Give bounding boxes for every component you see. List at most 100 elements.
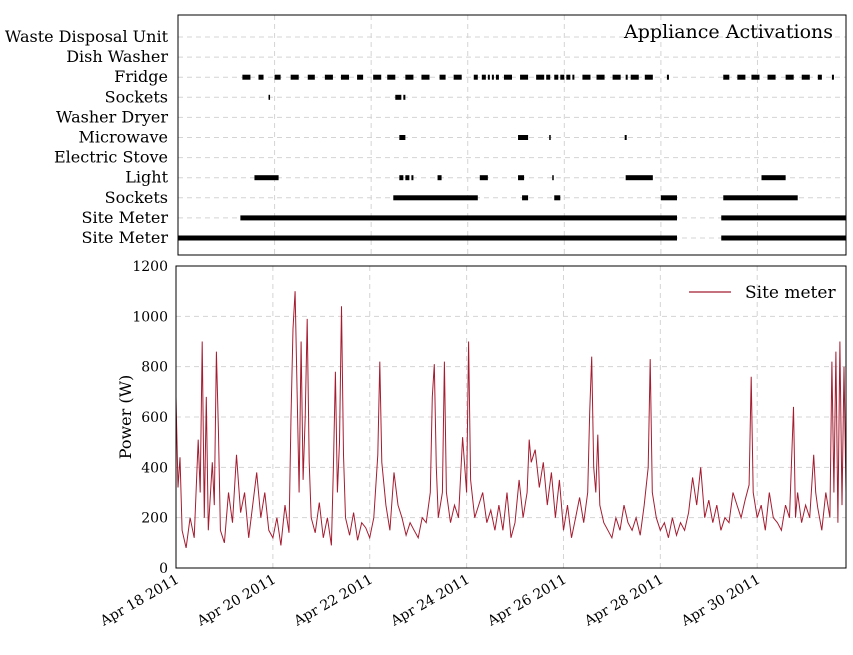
bottom-grid — [175, 266, 846, 568]
activation-bar — [761, 175, 786, 181]
activation-bar — [405, 175, 410, 181]
y-tick-label: 400 — [141, 460, 168, 476]
x-tick-label: Apr 24 2011 — [387, 572, 472, 630]
activation-bar — [437, 175, 442, 181]
activation-bar — [324, 74, 333, 80]
activation-bar — [274, 74, 281, 80]
x-tick-label: Apr 30 2011 — [678, 572, 763, 630]
x-tick-label: Apr 28 2011 — [581, 572, 666, 630]
top-plot-title: Appliance Activations — [623, 21, 833, 43]
activation-bar — [554, 74, 559, 80]
activation-bar — [666, 74, 669, 80]
x-tick-label: Apr 18 2011 — [97, 572, 182, 630]
bottom-plot-frame — [175, 265, 847, 569]
legend-entry-site-meter: Site meter — [745, 283, 836, 303]
activation-bar — [625, 175, 653, 181]
activation-bar — [625, 74, 628, 80]
activation-bar — [801, 74, 810, 80]
activation-bar — [481, 74, 486, 80]
activation-bar — [721, 215, 846, 221]
activation-bar — [582, 74, 591, 80]
activation-bar — [254, 175, 279, 181]
power-panel: 0 200 400 600 800 1000 1200 Apr 18 2011 Apr 20 … — [97, 259, 847, 630]
activation-bar — [612, 74, 621, 80]
activation-bar — [723, 74, 730, 80]
legend: Site meter — [689, 283, 836, 303]
activation-bar — [495, 74, 499, 80]
activation-bar — [630, 74, 639, 80]
appliance-label: Waste Disposal Unit — [5, 27, 169, 46]
activation-bars — [178, 74, 846, 241]
y-tick-label: 600 — [141, 410, 168, 426]
activation-bar — [491, 74, 494, 80]
activation-bar — [552, 175, 554, 181]
appliance-label: Microwave — [79, 128, 168, 147]
activation-bar — [487, 74, 490, 80]
y-tick-label: 800 — [141, 360, 168, 376]
appliance-label: Sockets — [105, 188, 168, 207]
activation-bar — [785, 74, 794, 80]
activation-bar — [566, 74, 571, 80]
activation-bar — [399, 175, 404, 181]
activation-bar — [737, 74, 746, 80]
activation-bar — [258, 74, 264, 80]
activation-bar — [403, 94, 406, 100]
activation-bar — [520, 74, 529, 80]
y-tick-label: 200 — [141, 511, 168, 527]
y-tick-label: 1000 — [132, 309, 168, 325]
activation-bar — [723, 195, 798, 201]
activation-bar — [242, 74, 251, 80]
y-tick-label: 1200 — [132, 259, 168, 275]
activation-bar — [439, 74, 446, 80]
activation-bar — [307, 74, 315, 80]
activation-bar — [399, 135, 406, 140]
top-plot-frame — [177, 14, 847, 256]
activation-bar — [479, 175, 488, 181]
activation-bar — [624, 135, 627, 140]
activation-bar — [240, 215, 677, 221]
y-tick-label: 0 — [159, 561, 168, 577]
activation-bar — [395, 94, 402, 100]
activation-bar — [387, 74, 396, 80]
activation-bar — [421, 74, 430, 80]
activation-bar — [644, 74, 653, 80]
activation-bar — [767, 74, 776, 80]
activation-bar — [518, 175, 525, 181]
activation-bar — [411, 175, 414, 181]
activation-bar — [549, 135, 551, 140]
activation-bar — [831, 74, 834, 80]
activation-bar — [503, 74, 512, 80]
appliance-label: Sockets — [105, 87, 168, 106]
activation-bar — [393, 195, 478, 201]
activation-bar — [357, 74, 364, 80]
activation-bar — [536, 74, 545, 80]
activation-bar — [178, 235, 677, 241]
appliance-label: Electric Stove — [54, 148, 168, 167]
activation-bar — [817, 74, 822, 80]
activation-bar — [405, 74, 414, 80]
activation-bar — [560, 74, 565, 80]
activation-bar — [596, 74, 605, 80]
y-axis-label: Power (W) — [116, 375, 135, 460]
x-tick-label: Apr 26 2011 — [484, 572, 569, 630]
activation-bar — [373, 74, 382, 80]
y-tick-labels: 0 200 400 600 800 1000 1200 — [132, 259, 168, 577]
appliance-label: Dish Washer — [66, 47, 168, 66]
activation-bar — [340, 74, 350, 80]
activation-bar — [473, 74, 478, 80]
activation-bar — [554, 195, 561, 201]
activation-bar — [660, 195, 677, 201]
activation-bar — [522, 195, 529, 201]
activation-bar — [721, 235, 846, 241]
activation-bar — [572, 74, 575, 80]
appliance-label: Site Meter — [82, 208, 169, 227]
appliance-label: Fridge — [114, 67, 168, 86]
activation-bar — [518, 135, 529, 140]
series-line-site-meter — [175, 291, 847, 549]
x-tick-labels: Apr 18 2011 Apr 20 2011 Apr 22 2011 Apr 24 … — [97, 572, 763, 630]
x-tick-label: Apr 20 2011 — [194, 572, 279, 630]
activation-bar — [751, 74, 760, 80]
x-tick-label: Apr 22 2011 — [291, 572, 376, 630]
